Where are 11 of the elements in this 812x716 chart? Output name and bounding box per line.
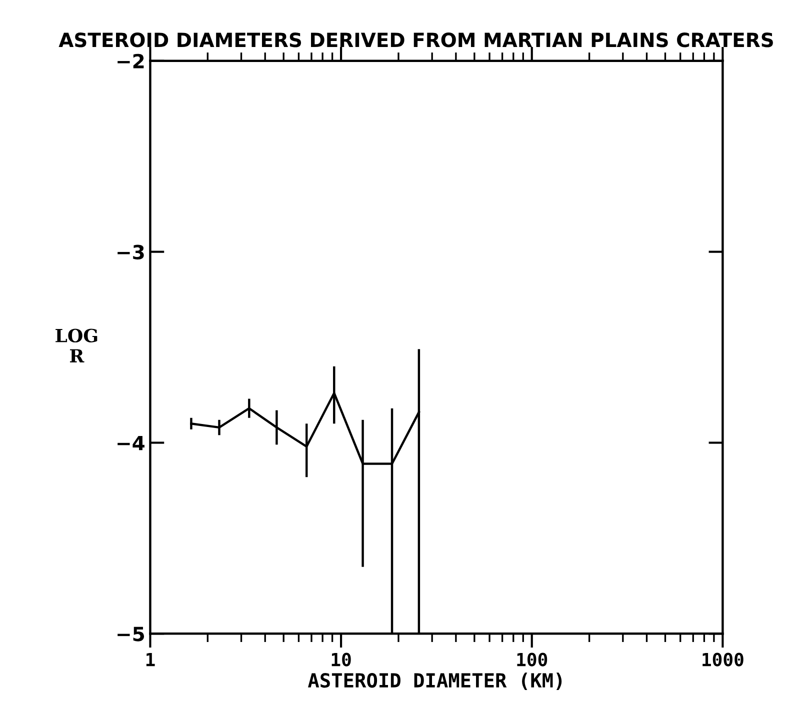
y-tick-label: −4 (118, 436, 144, 450)
y-tick-label: −3 (118, 244, 144, 260)
x-axis-title: ASTEROID DIAMETER (KM) (308, 672, 562, 690)
x-tick-label: 1 (146, 652, 155, 666)
x-tick-label: 100 (517, 652, 548, 666)
chart-title: ASTEROID DIAMETERS DERIVED FROM MARTIAN PLAINS CRATERS (58, 32, 773, 48)
y-axis-title: LOG R (56, 328, 98, 362)
y-tick-label: −5 (118, 626, 144, 642)
x-tick-label: 10 (332, 652, 351, 666)
y-tick-label: −2 (118, 54, 144, 68)
x-tick-label: 1000 (702, 652, 744, 666)
